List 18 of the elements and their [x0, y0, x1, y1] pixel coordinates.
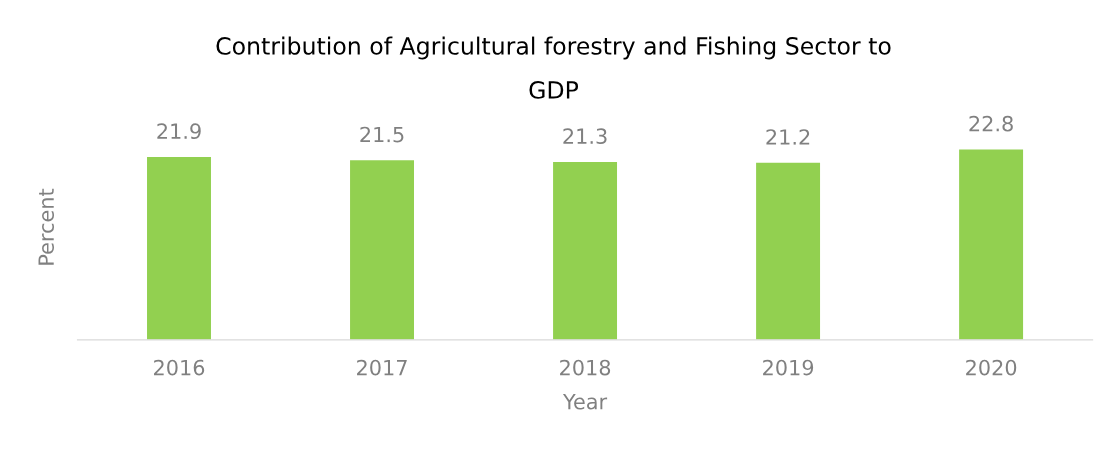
data-label: 21.3 — [563, 128, 607, 145]
chart-title: Contribution of Agricultural forestry and Fishing Sector to GDP — [216, 36, 891, 99]
data-label: 21.2 — [766, 129, 810, 145]
data-label: 21.9 — [157, 123, 201, 140]
bar — [350, 160, 414, 340]
data-label: 22.8 — [969, 115, 1013, 132]
bar — [553, 161, 618, 340]
x-tick-label: 2019 — [763, 359, 814, 376]
x-tick-label: 2016 — [154, 359, 205, 376]
x-tick-label: 2018 — [560, 359, 611, 376]
x-tick-label: 2020 — [966, 359, 1017, 376]
data-label: 21.5 — [360, 126, 404, 143]
bar — [147, 156, 211, 340]
x-axis-title: Year — [562, 394, 608, 410]
bar — [959, 149, 1024, 340]
x-tick-label: 2017 — [357, 359, 407, 376]
bar — [756, 162, 821, 340]
y-axis-title: Percent — [38, 188, 55, 265]
